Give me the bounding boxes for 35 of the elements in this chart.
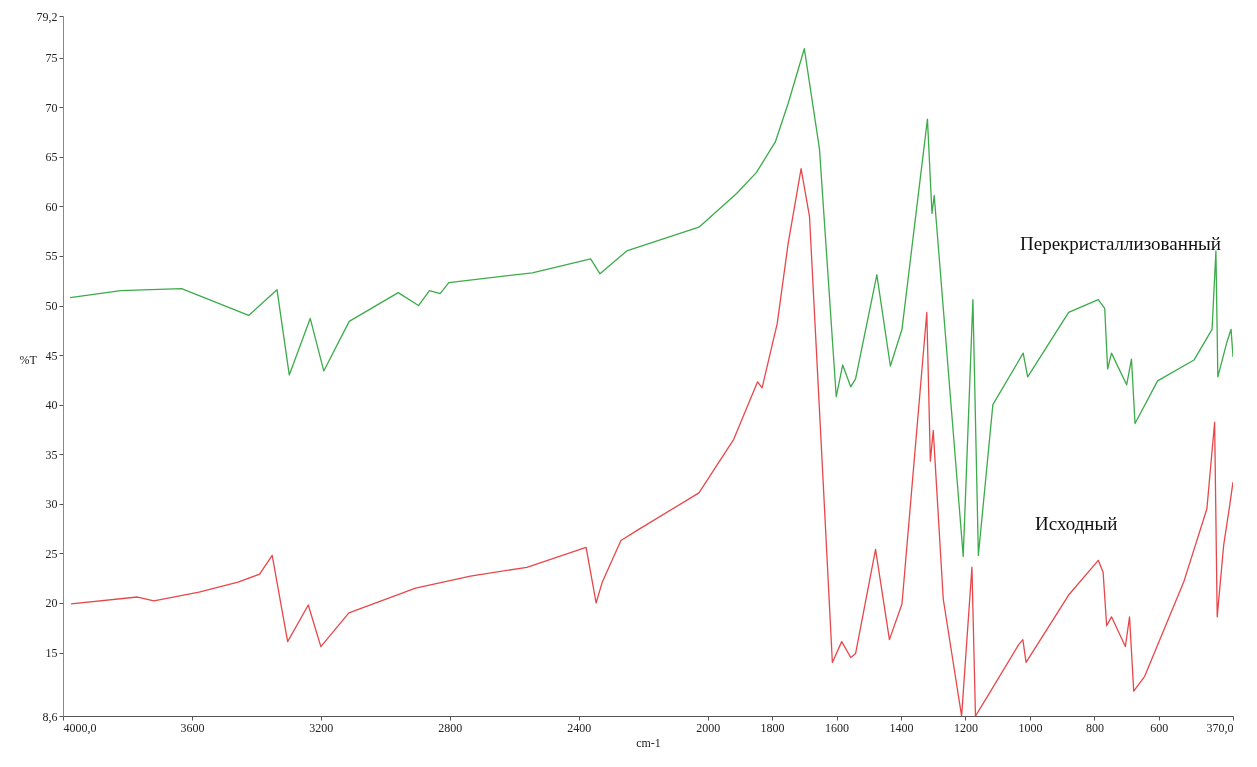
y-tick-label: 70 xyxy=(45,100,58,115)
x-tick-label: 800 xyxy=(1085,720,1104,735)
y-tick-label: 30 xyxy=(45,497,58,512)
x-axis-title: cm-1 xyxy=(636,735,661,750)
y-tick-label: 45 xyxy=(45,348,58,363)
x-tick-label: 1000 xyxy=(1018,720,1043,735)
x-tick-label: 370,0 xyxy=(1206,720,1234,735)
x-tick-label: 3600 xyxy=(180,720,205,735)
y-tick-label: 40 xyxy=(45,398,58,413)
y-tick-label: 20 xyxy=(45,596,58,611)
x-tick-label: 4000,0 xyxy=(63,720,97,735)
y-tick-label: 8,6 xyxy=(42,709,58,724)
x-tick-label: 1800 xyxy=(760,720,785,735)
line-series xyxy=(69,48,1233,558)
y-tick-label: 79,2 xyxy=(36,9,58,24)
y-tick-label: 25 xyxy=(45,546,58,561)
x-tick-label: 2000 xyxy=(696,720,721,735)
y-tick-label: 60 xyxy=(45,199,58,214)
x-tick-label: 2800 xyxy=(438,720,463,735)
x-tick-label: 1200 xyxy=(953,720,978,735)
y-tick-label: 15 xyxy=(45,646,58,661)
x-tick-label: 1600 xyxy=(825,720,850,735)
x-tick-label: 2400 xyxy=(567,720,592,735)
y-tick-label: 50 xyxy=(45,299,58,314)
series-label: Исходный xyxy=(1035,513,1118,534)
y-tick-label: 75 xyxy=(45,51,58,66)
y-tick-label: 65 xyxy=(45,150,58,165)
y-tick-label: 35 xyxy=(45,447,58,462)
x-tick-label: 3200 xyxy=(309,720,334,735)
x-tick-label: 1400 xyxy=(889,720,914,735)
y-axis-title: %T xyxy=(19,352,38,367)
line-series xyxy=(70,168,1233,716)
x-tick-label: 600 xyxy=(1150,720,1169,735)
y-tick-label: 55 xyxy=(45,249,58,264)
series-label: Перекристаллизованный xyxy=(1020,233,1222,254)
